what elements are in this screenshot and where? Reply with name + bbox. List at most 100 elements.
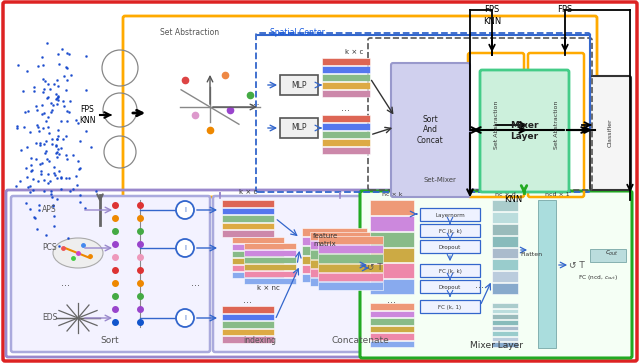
Point [26,168,36,174]
Text: ...: ... [191,278,200,288]
Bar [370,216,414,231]
Text: Set Abstraction: Set Abstraction [493,101,499,149]
Point [25,183,35,188]
Point [61,133,71,139]
Bar [370,318,414,325]
Text: k × nc: k × nc [257,285,280,291]
Point [58,136,68,142]
Bar [222,314,274,320]
Point [56,186,66,192]
Point [40,150,50,156]
Point [31,103,41,109]
Text: indexing: indexing [243,336,276,345]
Point [33,124,44,130]
Text: Classifier: Classifier [607,119,612,147]
Point [61,87,71,93]
Text: APS: APS [42,205,56,215]
Text: KNN: KNN [504,196,522,204]
Bar [370,263,414,278]
Bar [302,265,367,273]
Text: nc × k: nc × k [381,192,403,197]
Bar [492,283,518,294]
Bar [244,243,296,249]
Text: MLP: MLP [291,123,307,132]
Text: Mixer Layer: Mixer Layer [470,341,522,350]
Point [46,191,56,197]
Text: ncd × 1: ncd × 1 [545,192,570,197]
Point [86,144,97,150]
Point [34,203,44,208]
Point [52,93,63,99]
Point [34,128,44,134]
Bar [318,282,383,290]
Point [35,207,45,213]
Bar [222,321,274,328]
Text: MLP: MLP [291,81,307,90]
Point [54,168,64,174]
Point [47,194,57,200]
Bar [370,200,414,215]
FancyBboxPatch shape [11,196,210,352]
Point [58,98,68,104]
Bar [222,231,274,237]
Point [74,166,84,172]
Point [51,150,61,156]
Bar [318,254,383,262]
Bar [310,241,375,249]
Point [62,77,72,83]
Point [47,107,57,113]
Text: PCS: PCS [42,244,56,253]
Point [12,125,22,130]
Point [12,123,22,129]
Bar [302,274,367,282]
Point [73,159,83,164]
Text: Dropout: Dropout [439,285,461,290]
Point [52,95,63,101]
Circle shape [176,239,194,257]
Point [44,159,54,164]
Point [47,136,58,142]
Ellipse shape [53,238,103,268]
Bar [232,244,284,250]
Point [39,177,49,183]
Bar [232,258,284,264]
Bar [318,264,383,272]
Bar [538,200,556,348]
Point [51,154,61,160]
Bar [370,303,414,310]
Bar [310,232,375,240]
Point [63,235,74,241]
Point [38,62,48,68]
Point [18,88,28,94]
Point [43,81,53,87]
Point [52,101,62,107]
Point [53,134,63,139]
Point [64,51,74,57]
Point [38,110,49,116]
Bar [222,306,274,313]
Point [61,156,72,162]
Point [41,138,51,143]
Point [38,90,49,95]
Point [15,178,26,184]
Bar [244,264,296,270]
Point [65,188,75,194]
Point [43,180,53,186]
Point [48,203,58,209]
Bar [302,237,367,245]
Point [11,184,21,189]
Bar [310,278,375,286]
Point [47,141,57,147]
Bar [590,249,626,262]
FancyBboxPatch shape [480,70,569,192]
Point [35,142,45,147]
Bar [492,309,518,313]
Bar [420,240,480,253]
Point [19,124,29,130]
Text: Set Abstraction: Set Abstraction [554,101,559,149]
Point [58,73,68,79]
Bar [222,215,274,222]
Bar [492,212,518,223]
Text: ...: ... [342,103,351,113]
Bar [318,245,383,253]
